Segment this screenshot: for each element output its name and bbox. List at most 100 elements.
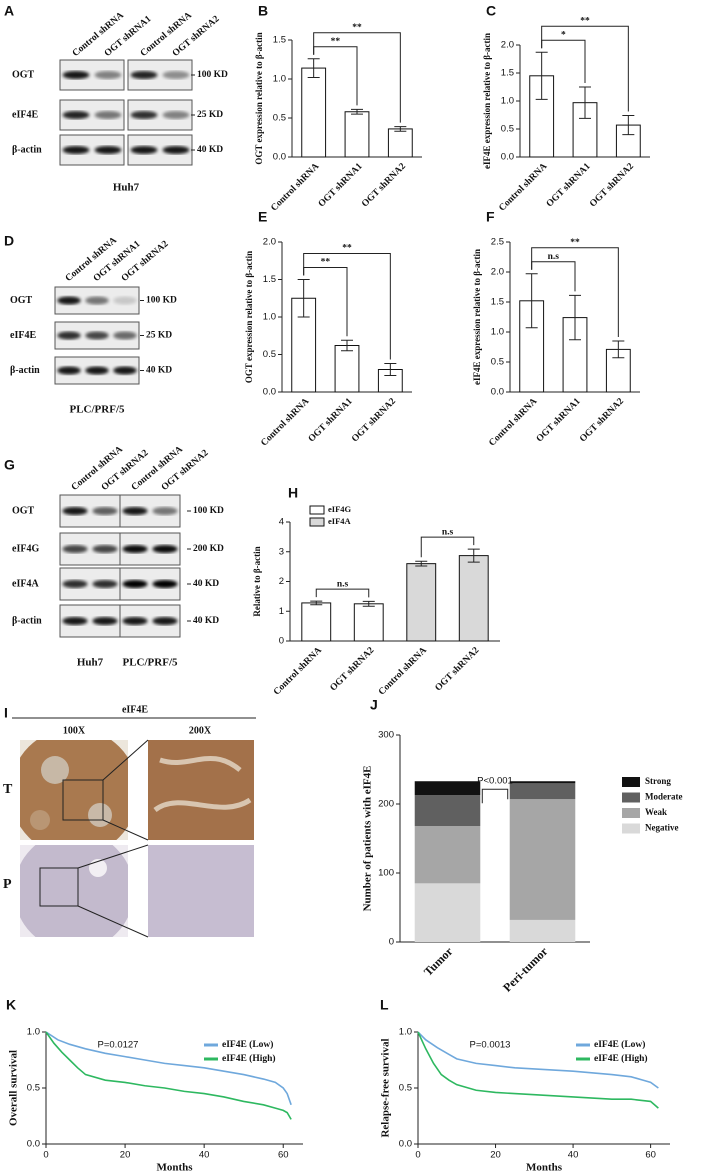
y-tick-label: 0.0 (491, 387, 504, 398)
blot-band (85, 366, 109, 375)
blot-band (122, 617, 148, 625)
blot-band (122, 507, 148, 515)
zoom-box (39, 867, 79, 907)
x-tick-label: Control shRNA (377, 646, 429, 698)
ihc-column: 100X (63, 725, 86, 736)
blot-band (113, 366, 137, 375)
y-tick-label: 1 (279, 606, 284, 617)
y-tick-label: 0.0 (27, 1139, 40, 1150)
x-tick-label: Peri-tumor (500, 944, 551, 995)
blot-band (57, 366, 81, 375)
y-axis-label: Overall survival (8, 1050, 20, 1126)
panel-label: A (4, 3, 14, 19)
x-tick-label: 60 (645, 1150, 656, 1161)
ihc-texture (153, 755, 252, 813)
y-tick-label: 300 (378, 730, 394, 741)
y-tick-label: 0.5 (27, 1083, 40, 1094)
ihc-image (148, 740, 254, 840)
lane-label: Control shRNA (70, 444, 125, 493)
row-label: β-actin (12, 615, 42, 626)
y-tick-label: 1.5 (263, 274, 276, 285)
survival-line (417, 1031, 659, 1109)
blot-band (122, 545, 148, 553)
error-bar (394, 126, 407, 132)
legend-label: eIF4A (328, 516, 352, 526)
bar-segment (509, 799, 576, 920)
error-bar (525, 273, 538, 329)
y-tick-label: 0 (279, 636, 284, 647)
x-tick-label: 20 (490, 1150, 501, 1161)
y-tick-label: 1.0 (273, 74, 286, 85)
significance-label: ** (321, 258, 331, 268)
error-bar (535, 51, 548, 100)
y-tick-label: 1.5 (501, 68, 514, 79)
size-label: 100 KD (193, 506, 224, 516)
legend-label: Weak (645, 807, 667, 817)
y-tick-label: 2.5 (491, 237, 504, 248)
y-tick-label: 0.5 (501, 124, 514, 135)
row-label: OGT (10, 295, 33, 306)
blot-band (162, 146, 190, 154)
significance-bracket (481, 788, 509, 804)
size-label: 40 KD (146, 366, 172, 376)
size-label: 40 KD (193, 616, 219, 626)
survival-line (45, 1031, 292, 1120)
cell-line-label: PLC/PRF/5 (123, 657, 178, 669)
y-tick-label: 3 (279, 546, 284, 557)
bar-segment (509, 919, 576, 942)
row-label: β-actin (10, 365, 40, 376)
error-bar (362, 600, 375, 607)
blot-band (92, 617, 118, 625)
panel-label: C (486, 3, 496, 19)
ihc-image (148, 845, 254, 937)
significance-label: ** (580, 16, 590, 26)
y-tick-label: 1.0 (491, 327, 504, 338)
x-tick-label: Control shRNA (497, 162, 549, 214)
legend-label: Strong (645, 776, 671, 786)
annotation: P=0.0127 (98, 1040, 139, 1051)
y-tick-label: 2 (279, 576, 284, 587)
bar (406, 563, 437, 642)
size-label: 100 KD (146, 296, 177, 306)
y-tick-label: 2.0 (501, 40, 514, 51)
panel-label: I (4, 705, 8, 721)
y-tick-label: 2.0 (491, 267, 504, 278)
blot-band (152, 545, 178, 553)
x-tick-label: OGT shRNA2 (578, 396, 626, 444)
blot-band (94, 71, 122, 79)
panel-label: F (486, 209, 495, 225)
significance-label: ** (342, 244, 352, 254)
size-label: 200 KD (193, 544, 224, 554)
blot-band (122, 580, 148, 588)
blot-band (94, 146, 122, 154)
y-tick-label: 0.5 (263, 349, 276, 360)
legend-label: eIF4G (328, 504, 352, 514)
blot-band (57, 331, 81, 340)
significance-label: n.s (337, 579, 349, 589)
error-bar (569, 294, 581, 341)
legend-swatch (622, 777, 640, 787)
x-tick-label: 20 (120, 1150, 131, 1161)
legend-swatch (622, 792, 640, 803)
x-axis-label: Months (156, 1162, 193, 1171)
y-tick-label: 0 (389, 937, 394, 948)
size-label: 100 KD (197, 70, 228, 80)
size-label: 40 KD (193, 579, 219, 589)
blot-band (62, 580, 88, 588)
y-axis-label: OGT expression relative to β-actin (244, 251, 254, 383)
blot-band (152, 617, 178, 625)
blot-band (152, 580, 178, 588)
bar-segment (414, 826, 481, 884)
y-tick-label: 1.5 (491, 297, 504, 308)
y-axis-label: eIF4E expression relative to β-actin (482, 33, 492, 169)
error-bar (341, 339, 353, 352)
x-tick-label: 0 (43, 1150, 48, 1161)
y-tick-label: 2.0 (263, 237, 276, 248)
y-tick-label: 0.0 (263, 387, 276, 398)
y-tick-label: 0.0 (399, 1139, 412, 1150)
panel-label: H (288, 485, 298, 501)
significance-bracket (541, 25, 629, 112)
survival-line (417, 1031, 659, 1089)
panel-label: J (370, 697, 378, 713)
y-tick-label: 1.0 (501, 96, 514, 107)
